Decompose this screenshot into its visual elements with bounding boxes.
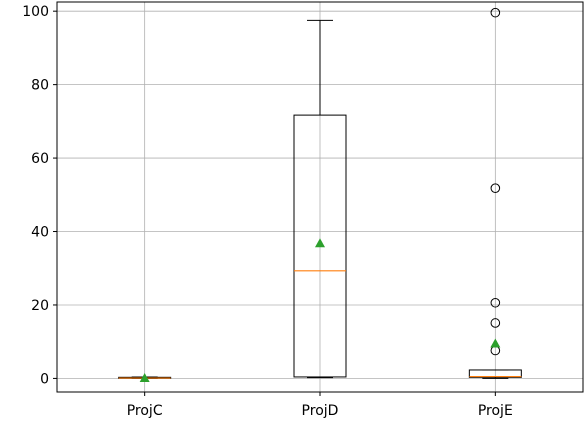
iqr-box — [293, 114, 347, 378]
iqr-box — [468, 369, 522, 378]
y-tick-label: 100 — [22, 4, 49, 20]
y-tick-label: 80 — [31, 78, 49, 94]
box-projc — [118, 373, 172, 383]
mean-marker — [139, 373, 150, 383]
y-tick-label: 20 — [31, 298, 49, 314]
box-proje — [468, 7, 522, 379]
outlier-point — [490, 318, 501, 328]
y-tick-label: 60 — [31, 151, 49, 167]
x-tick-label: ProjD — [302, 403, 339, 419]
x-tick-label: ProjC — [127, 403, 163, 419]
box-projd — [293, 19, 347, 379]
y-tick-label: 0 — [40, 371, 49, 387]
mean-marker — [315, 238, 325, 248]
outlier-point — [490, 297, 501, 308]
x-tick-label: ProjE — [478, 403, 513, 419]
axis-ticks: 0 20 40 60 80 100 ProjC ProjD ProjE — [22, 4, 513, 419]
box-elements — [118, 7, 522, 383]
mean-marker — [490, 338, 501, 348]
outlier-point — [490, 183, 501, 193]
outlier-point — [490, 7, 501, 18]
y-tick-label: 40 — [31, 225, 49, 241]
